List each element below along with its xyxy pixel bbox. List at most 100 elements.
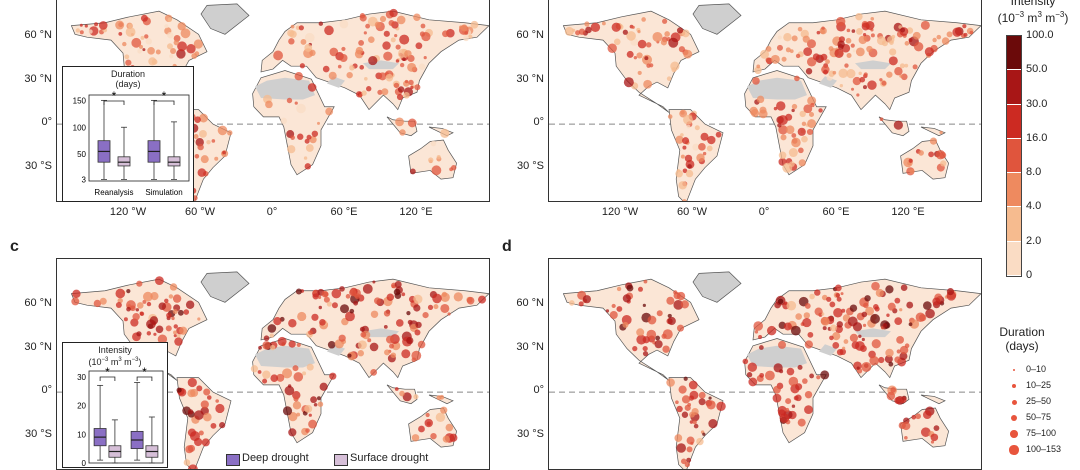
drought-event-dot (622, 321, 629, 328)
drought-event-dot (689, 420, 694, 424)
drought-event-dot (306, 134, 312, 140)
drought-event-dot (673, 299, 684, 310)
drought-event-dot (785, 125, 795, 135)
drought-event-dot (369, 342, 379, 352)
drought-event-dot (290, 135, 295, 140)
drought-event-dot (564, 26, 574, 36)
drought-event-dot (262, 378, 268, 384)
drought-event-dot (702, 151, 707, 156)
drought-event-dot (683, 376, 688, 381)
lat-label: 30 °N (516, 340, 544, 353)
drought-event-dot (143, 291, 153, 302)
drought-event-dot (341, 46, 346, 52)
drought-event-dot (288, 428, 297, 437)
drought-event-dot (829, 324, 837, 332)
drought-event-dot (395, 59, 400, 63)
inset-ytick: 100 (73, 123, 87, 132)
continent-shape (260, 278, 489, 379)
duration-legend-label: 0–10 (1026, 364, 1047, 374)
drought-event-dot (686, 124, 691, 129)
drought-event-dot (832, 70, 837, 75)
drought-event-dot (211, 139, 216, 143)
drought-event-dot (383, 310, 391, 317)
drought-event-dot (642, 336, 650, 344)
drought-event-dot (460, 24, 468, 32)
drought-event-dot (706, 400, 716, 410)
drought-event-dot (899, 63, 905, 69)
drought-event-dot (307, 83, 317, 92)
duration-legend-dot (1011, 399, 1017, 405)
drought-event-dot (310, 396, 317, 404)
drought-event-dot (302, 371, 307, 376)
drought-event-dot (407, 62, 417, 72)
drought-event-dot (855, 12, 863, 21)
drought-event-dot (681, 411, 689, 418)
drought-event-dot (185, 445, 194, 454)
drought-event-dot (871, 281, 880, 291)
lon-label: 60 °E (330, 206, 358, 218)
drought-event-dot (88, 29, 93, 34)
drought-event-dot (151, 58, 158, 65)
arid-region (855, 328, 891, 338)
arid-region (255, 77, 315, 100)
drought-event-dot (346, 71, 353, 79)
drought-event-dot (623, 77, 634, 88)
drought-event-dot (431, 165, 442, 176)
drought-event-dot (874, 306, 880, 312)
drought-event-dot (912, 31, 921, 40)
drought-event-dot (569, 300, 575, 306)
lon-label: 120 °W (601, 206, 639, 218)
drought-event-dot (862, 85, 867, 90)
drought-event-dot (816, 30, 821, 35)
drought-event-dot (331, 302, 338, 309)
drought-event-dot (686, 457, 692, 463)
drought-event-dot (203, 412, 212, 422)
drought-event-dot (859, 76, 866, 83)
drought-event-dot (142, 48, 146, 52)
drought-event-dot (922, 410, 932, 420)
drought-event-dot (404, 50, 412, 58)
drought-event-dot (676, 405, 683, 413)
drought-event-dot (656, 310, 663, 317)
lat-label: 60 °N (24, 297, 52, 310)
drought-event-dot (304, 44, 313, 52)
lat-label: 60 °N (516, 297, 544, 310)
arid-region (255, 345, 315, 368)
drought-event-dot (177, 309, 184, 316)
drought-event-dot (349, 308, 355, 314)
drought-event-dot (875, 288, 884, 298)
drought-event-dot (803, 104, 813, 114)
drought-event-dot (130, 318, 139, 327)
drought-event-dot (899, 308, 903, 312)
drought-event-dot (164, 24, 169, 29)
drought-event-dot (424, 418, 433, 428)
drought-event-dot (632, 346, 638, 352)
drought-event-dot (909, 168, 915, 174)
drought-event-dot (770, 54, 780, 64)
drought-event-dot (884, 355, 893, 364)
drought-event-dot (296, 412, 301, 417)
drought-event-dot (797, 26, 803, 32)
drought-event-dot (832, 341, 840, 349)
drought-event-dot (930, 433, 939, 442)
drought-event-dot (132, 313, 140, 321)
drought-event-dot (288, 38, 295, 45)
drought-event-dot (288, 319, 297, 328)
drought-event-dot (933, 425, 940, 432)
duration-legend-label: 10–25 (1026, 380, 1052, 390)
colorbar-tick-label: 0 (1026, 269, 1033, 281)
drought-event-dot (164, 298, 169, 303)
panel-letter: c (10, 238, 19, 255)
drought-event-dot (807, 96, 817, 106)
drought-event-dot (138, 44, 143, 49)
drought-event-dot (799, 110, 806, 118)
drought-event-dot (676, 443, 687, 453)
colorbar-segment (1007, 70, 1021, 105)
map-panel-d (548, 258, 982, 470)
drought-event-dot (397, 86, 405, 93)
drought-event-dot (288, 412, 298, 422)
drought-event-dot (790, 325, 801, 336)
drought-event-dot (578, 28, 586, 35)
drought-event-dot (783, 322, 792, 331)
drought-event-dot (153, 332, 157, 336)
